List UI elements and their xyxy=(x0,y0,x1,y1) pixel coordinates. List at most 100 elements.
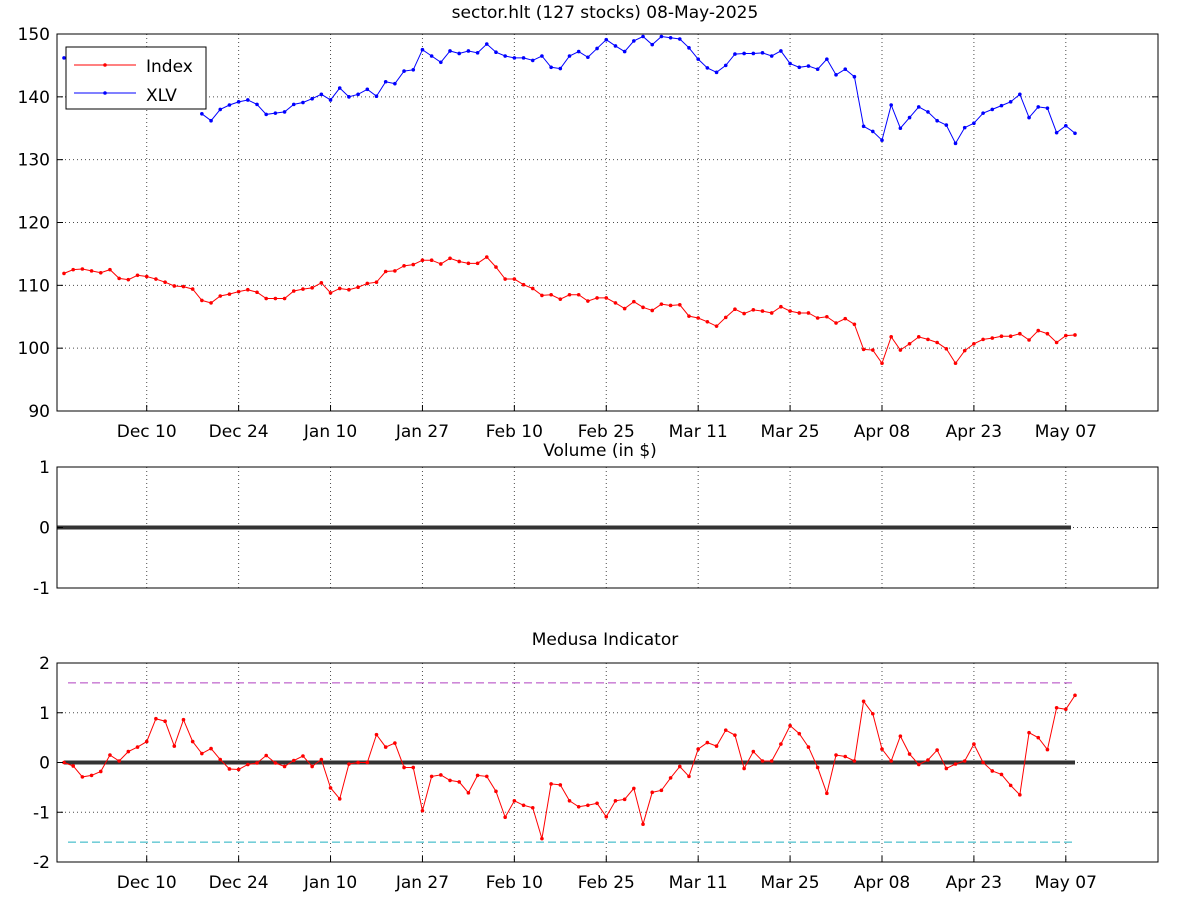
medusa-point xyxy=(760,759,765,763)
xlv-point xyxy=(595,46,599,51)
medusa-point xyxy=(733,733,737,737)
medusa-point xyxy=(622,797,627,802)
index-point xyxy=(512,277,517,281)
xlv-point xyxy=(962,125,967,130)
xlv-point xyxy=(218,107,223,112)
index-point xyxy=(301,287,305,291)
index-point xyxy=(769,311,774,315)
medusa-point xyxy=(356,760,360,765)
xlv-point xyxy=(779,49,783,53)
medusa-point xyxy=(1064,707,1068,712)
price-ytick-label: 120 xyxy=(18,214,50,234)
xlv-point xyxy=(347,95,351,99)
price-xtick-label: Jan 27 xyxy=(395,422,449,442)
index-point xyxy=(282,296,287,301)
medusa-point xyxy=(889,759,893,763)
xlv-point xyxy=(1073,131,1077,136)
xlv-point xyxy=(733,52,737,56)
index-point xyxy=(981,337,985,342)
index-point xyxy=(383,269,388,274)
medusa-point xyxy=(255,761,259,765)
xlv-point xyxy=(622,49,627,54)
medusa-xtick-label: Dec 10 xyxy=(117,873,177,893)
medusa-ytick-label: -1 xyxy=(33,803,50,823)
index-point xyxy=(264,296,269,301)
medusa-point xyxy=(521,803,526,808)
index-point xyxy=(347,287,351,292)
price-ytick-label: 150 xyxy=(18,25,50,45)
price-ytick-label: 110 xyxy=(18,276,50,296)
medusa-point xyxy=(301,754,305,758)
medusa-point xyxy=(880,747,884,751)
xlv-point xyxy=(1045,106,1050,110)
xlv-point xyxy=(806,64,811,68)
xlv-point xyxy=(586,55,590,60)
price-ytick-label: 140 xyxy=(18,88,50,108)
index-point xyxy=(576,292,581,297)
medusa-point xyxy=(475,773,480,778)
xlv-point xyxy=(255,102,259,107)
xlv-point xyxy=(429,54,434,58)
legend-index-label: Index xyxy=(146,57,193,77)
medusa-point xyxy=(668,776,673,780)
xlv-point xyxy=(889,103,893,107)
medusa-point xyxy=(843,754,848,759)
medusa-point xyxy=(999,772,1004,777)
xlv-point xyxy=(926,110,930,114)
index-point xyxy=(880,361,884,366)
medusa-point xyxy=(402,765,406,770)
medusa-point xyxy=(365,760,370,765)
medusa-point xyxy=(549,782,553,786)
index-point xyxy=(356,285,360,290)
medusa-point xyxy=(62,760,66,765)
price-ytick-label: 90 xyxy=(28,402,50,422)
xlv-point xyxy=(402,69,406,73)
index-point xyxy=(595,296,599,300)
xlv-point xyxy=(420,47,425,52)
legend-xlv-marker xyxy=(103,91,107,95)
xlv-point xyxy=(558,66,563,71)
medusa-xtick-label: Apr 23 xyxy=(946,873,1002,893)
xlv-point xyxy=(439,60,443,65)
medusa-point xyxy=(319,757,324,762)
xlv-point xyxy=(825,57,829,61)
index-point xyxy=(907,341,912,346)
index-point xyxy=(659,302,664,306)
xlv-point xyxy=(512,56,517,60)
medusa-point xyxy=(1054,705,1059,710)
medusa-xtick-label: Jan 10 xyxy=(303,873,357,893)
medusa-point xyxy=(650,790,655,795)
xlv-point xyxy=(319,92,324,97)
index-point xyxy=(696,316,700,320)
medusa-point xyxy=(797,731,802,736)
medusa-point xyxy=(154,716,158,721)
index-point xyxy=(135,273,140,278)
index-point xyxy=(374,280,379,284)
medusa-point xyxy=(80,775,85,779)
index-point xyxy=(89,269,94,273)
medusa-point xyxy=(788,723,792,728)
index-point xyxy=(944,346,949,351)
index-point xyxy=(797,311,802,315)
medusa-point xyxy=(484,774,489,779)
index-point xyxy=(393,269,397,273)
index-point xyxy=(1073,333,1077,337)
index-point xyxy=(530,286,535,291)
medusa-point xyxy=(944,766,949,771)
index-point xyxy=(291,289,296,293)
xlv-point xyxy=(953,141,958,146)
xlv-point xyxy=(677,37,682,41)
medusa-xtick-label: May 07 xyxy=(1035,873,1097,893)
index-point xyxy=(448,256,452,261)
index-point xyxy=(953,361,958,366)
index-point xyxy=(365,281,370,286)
medusa-point xyxy=(126,749,131,754)
medusa-point xyxy=(1073,693,1077,698)
xlv-point xyxy=(641,34,645,39)
index-point xyxy=(586,299,590,303)
medusa-point xyxy=(420,808,425,813)
medusa-point xyxy=(530,805,535,810)
medusa-ytick-label: 2 xyxy=(39,654,50,674)
medusa-point xyxy=(218,757,223,762)
price-xtick-label: Jan 10 xyxy=(303,422,357,442)
